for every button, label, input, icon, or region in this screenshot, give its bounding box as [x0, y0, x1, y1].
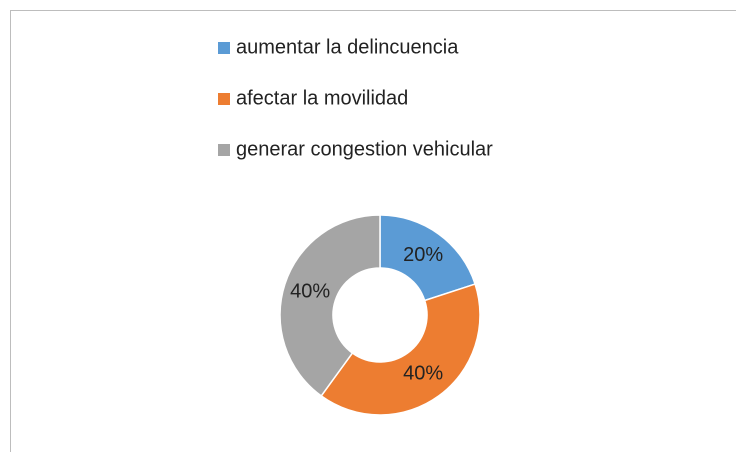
legend-swatch	[218, 144, 230, 156]
legend-swatch	[218, 42, 230, 54]
donut-segment	[379, 214, 477, 302]
donut-segment	[320, 283, 481, 416]
data-label: 40%	[290, 281, 330, 303]
legend-label: afectar la movilidad	[236, 87, 408, 109]
data-label: 20%	[403, 244, 443, 266]
legend-label: generar congestion vehicular	[236, 138, 493, 160]
legend-swatch	[218, 93, 230, 105]
donut-segment	[279, 214, 381, 397]
data-label: 40%	[403, 363, 443, 385]
legend-label: aumentar la delincuencia	[236, 36, 459, 58]
